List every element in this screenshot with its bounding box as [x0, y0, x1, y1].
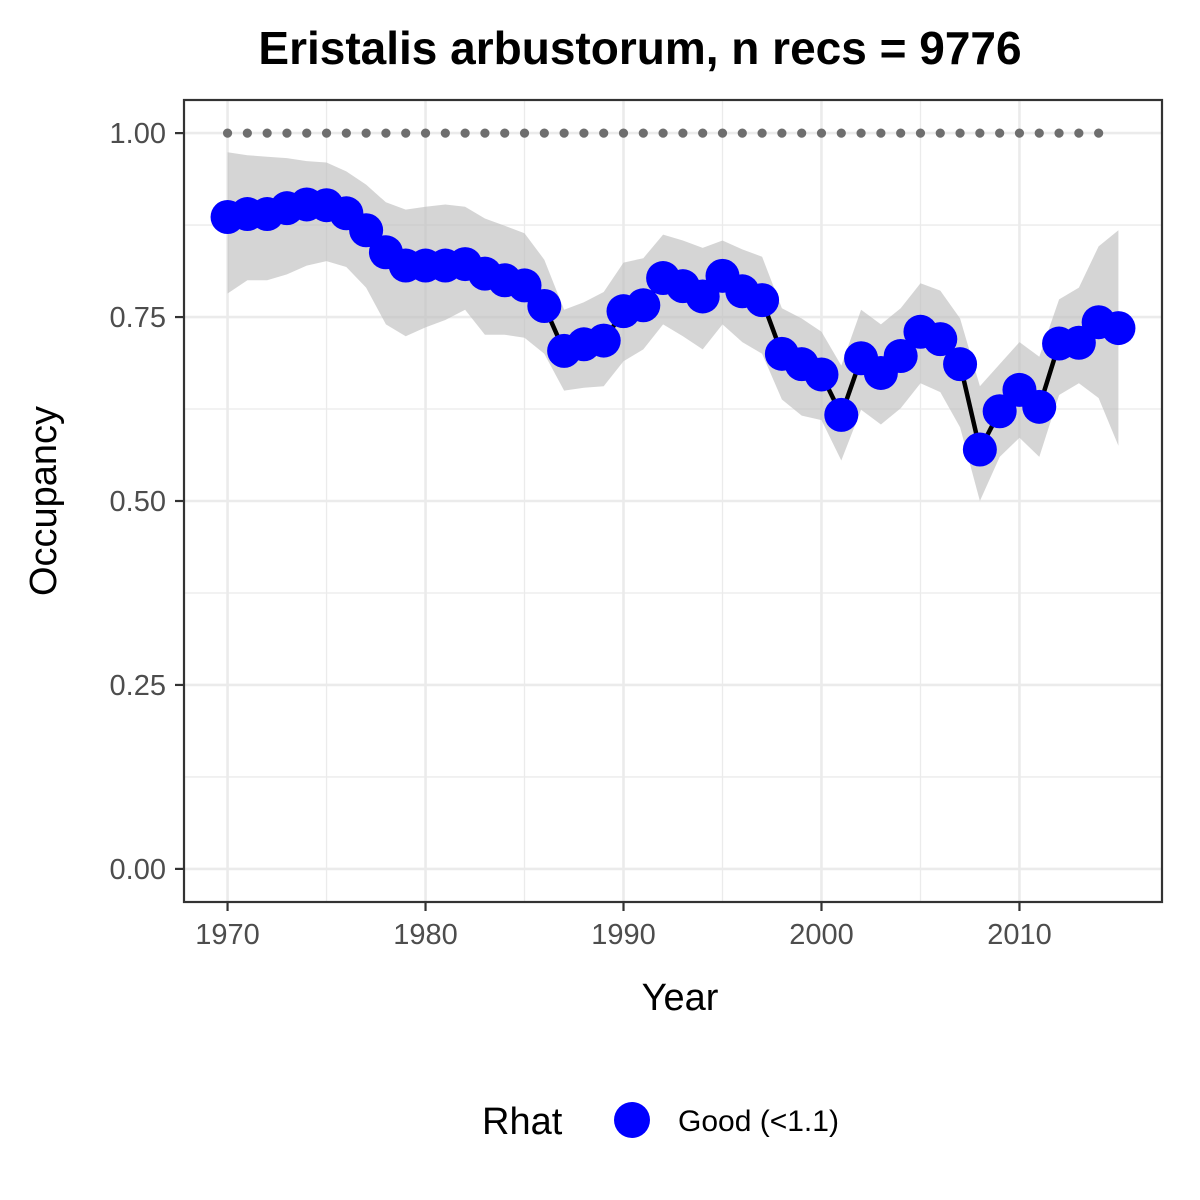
data-point [626, 288, 661, 323]
reference-dot [480, 128, 490, 138]
data-point [804, 357, 839, 392]
x-tick-label: 2000 [789, 919, 854, 951]
x-tick-label: 1980 [393, 919, 458, 951]
legend-key-point [614, 1102, 650, 1138]
reference-dot [757, 128, 767, 138]
reference-dot [599, 128, 609, 138]
reference-dot [856, 128, 866, 138]
x-tick-label: 1990 [591, 919, 656, 951]
x-axis-title: Year [642, 977, 719, 1019]
reference-dot [896, 128, 906, 138]
reference-dot [539, 128, 549, 138]
data-point [943, 347, 978, 382]
data-point [527, 289, 562, 324]
reference-dot [460, 128, 470, 138]
reference-dot [262, 128, 272, 138]
reference-dot [579, 128, 589, 138]
reference-dot [935, 128, 945, 138]
reference-dot [381, 128, 391, 138]
reference-dot [737, 128, 747, 138]
reference-dot [698, 128, 708, 138]
reference-dot [717, 128, 728, 138]
reference-dot [321, 128, 332, 138]
y-axis: 0.00 0.25 0.50 0.75 1.00 [110, 118, 184, 886]
data-point [962, 432, 997, 467]
reference-dot [995, 128, 1005, 138]
reference-dot [816, 128, 827, 138]
data-point [883, 339, 918, 374]
reference-dot [302, 128, 312, 138]
reference-dot [420, 128, 431, 138]
reference-dot [222, 128, 233, 138]
reference-dot [975, 128, 985, 138]
legend: Rhat Good (<1.1) [482, 1101, 839, 1143]
data-point [923, 322, 958, 357]
data-point [1022, 389, 1057, 424]
x-tick-label: 2010 [987, 919, 1052, 951]
reference-dot [777, 128, 787, 138]
data-point [745, 283, 780, 318]
reference-dot [1014, 128, 1025, 138]
reference-dot [559, 128, 569, 138]
reference-dot [915, 128, 926, 138]
reference-dot [519, 128, 530, 138]
data-point [982, 394, 1017, 429]
reference-dotted-line [222, 128, 1104, 138]
reference-dot [836, 128, 846, 138]
reference-dot [440, 128, 450, 138]
x-axis: 1970 1980 1990 2000 2010 [195, 902, 1052, 951]
reference-dot [658, 128, 668, 138]
data-point [586, 323, 621, 358]
data-point [1101, 311, 1136, 346]
y-tick-label: 0.50 [110, 486, 166, 518]
data-point [349, 213, 384, 248]
reference-dot [955, 128, 965, 138]
reference-dot [1054, 128, 1064, 138]
grid-lines [184, 100, 1162, 902]
confidence-ribbon [227, 152, 1119, 501]
reference-dot [1094, 128, 1104, 138]
reference-dot [1074, 128, 1084, 138]
reference-dot [1034, 128, 1044, 138]
reference-dot [618, 128, 629, 138]
legend-label-good: Good (<1.1) [678, 1105, 839, 1138]
reference-dot [282, 128, 292, 138]
reference-dot [638, 128, 648, 138]
reference-dot [876, 128, 886, 138]
y-tick-label: 0.00 [110, 854, 166, 886]
data-point [824, 397, 859, 432]
reference-dot [341, 128, 351, 138]
reference-dot [401, 128, 411, 138]
reference-dot [797, 128, 807, 138]
y-axis-title: Occupancy [23, 406, 65, 596]
y-tick-label: 0.75 [110, 302, 166, 334]
reference-dot [678, 128, 688, 138]
reference-dot [500, 128, 510, 138]
chart-title: Eristalis arbustorum, n recs = 9776 [258, 22, 1021, 74]
reference-dot [361, 128, 371, 138]
reference-dot [242, 128, 252, 138]
occupancy-points [210, 187, 1136, 467]
x-tick-label: 1970 [195, 919, 260, 951]
y-tick-label: 1.00 [110, 118, 166, 150]
y-tick-label: 0.25 [110, 670, 166, 702]
legend-title: Rhat [482, 1101, 563, 1143]
